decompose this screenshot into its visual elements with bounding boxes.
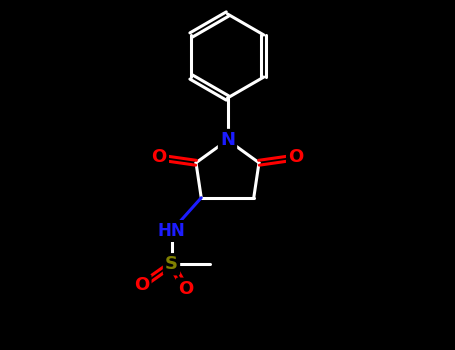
Text: S: S	[165, 255, 178, 273]
Text: O: O	[134, 276, 149, 294]
Text: N: N	[220, 131, 235, 149]
Text: O: O	[152, 148, 167, 167]
Text: O: O	[288, 148, 303, 167]
Text: HN: HN	[157, 222, 185, 240]
Text: O: O	[178, 280, 193, 298]
